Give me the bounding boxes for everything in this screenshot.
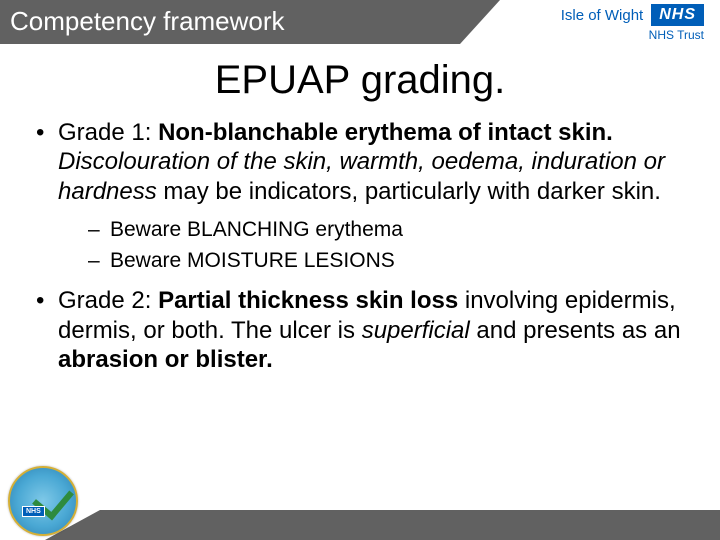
nhs-logo-icon: NHS bbox=[651, 4, 704, 26]
g1-prefix: Grade 1: bbox=[58, 119, 158, 146]
sub-bullet-list: Beware BLANCHING erythema Beware MOISTUR… bbox=[58, 216, 690, 275]
quality-badge-icon: NHS bbox=[8, 466, 78, 536]
g2-bold2: abrasion or blister. bbox=[58, 346, 273, 373]
sub-bullet-1: Beware BLANCHING erythema bbox=[58, 216, 690, 243]
g2-bold1: Partial thickness skin loss bbox=[158, 287, 458, 314]
slide-title: EPUAP grading. bbox=[0, 58, 720, 103]
badge-circle: NHS bbox=[8, 466, 78, 536]
bullet-list: Grade 1: Non-blanchable erythema of inta… bbox=[30, 118, 690, 374]
header-bar: Competency framework Isle of Wight NHS N… bbox=[0, 0, 720, 44]
bullet-grade1: Grade 1: Non-blanchable erythema of inta… bbox=[30, 118, 690, 274]
g1-rest: may be indicators, particularly with dar… bbox=[157, 178, 661, 205]
nhs-logo-area: Isle of Wight NHS NHS Trust bbox=[561, 4, 704, 42]
header-title: Competency framework bbox=[10, 6, 285, 37]
content-area: Grade 1: Non-blanchable erythema of inta… bbox=[30, 118, 690, 384]
g2-italic: superficial bbox=[362, 317, 470, 344]
footer-shape bbox=[100, 510, 720, 540]
g2-prefix: Grade 2: bbox=[58, 287, 158, 314]
nhs-logo-line: Isle of Wight NHS bbox=[561, 4, 704, 26]
g1-bold: Non-blanchable erythema of intact skin. bbox=[158, 119, 613, 146]
sub-bullet-2: Beware MOISTURE LESIONS bbox=[58, 247, 690, 274]
org-name: Isle of Wight bbox=[561, 7, 644, 24]
badge-nhs-label: NHS bbox=[22, 506, 45, 517]
bullet-grade2: Grade 2: Partial thickness skin loss inv… bbox=[30, 286, 690, 374]
g2-mid2: and presents as an bbox=[470, 317, 681, 344]
trust-name: NHS Trust bbox=[561, 28, 704, 42]
